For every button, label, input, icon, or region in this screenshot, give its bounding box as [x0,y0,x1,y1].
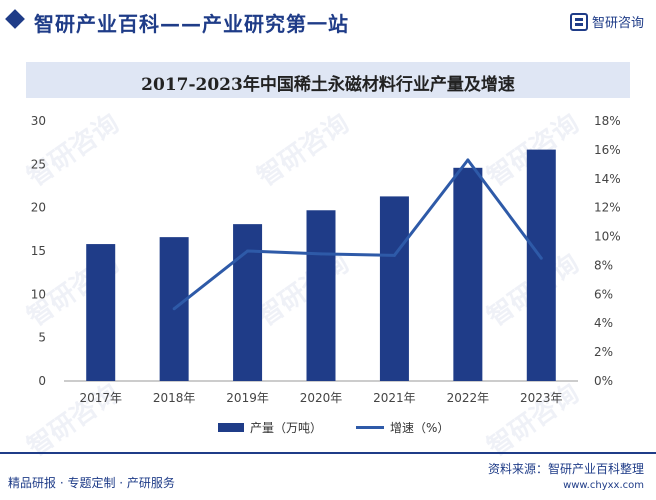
footer-source: 资料来源：智研产业百科整理 [487,462,644,476]
growth-point [392,253,396,257]
y-left-tick-label: 15 [31,244,46,258]
header-title: 智研产业百科——产业研究第一站 [34,12,349,36]
chart: 0 5 10 15 20 25 30 0% 2% 4% 6% 8% 10% 12% 14% 16% 18% 201… [31,114,621,405]
brand: 智研咨询 [569,12,644,31]
legend-item-line: 增速（%） [356,419,449,436]
x-tick-label: 2017年 [79,391,122,405]
y-right-tick-label: 16% [594,143,621,157]
bar [526,149,556,381]
y-right-tick-label: 12% [594,201,621,215]
legend-swatch-bar [218,423,244,432]
footer-services: 精品研报 · 专题定制 · 产研服务 [8,476,175,490]
y-right-tick-label: 10% [594,230,621,244]
y-left-tick-label: 30 [31,114,46,128]
x-tick-label: 2023年 [520,391,563,405]
growth-line [173,158,543,310]
brand-logo-icon [569,12,588,31]
x-tick-label: 2019年 [226,391,269,405]
x-tick-label: 2022年 [447,391,490,405]
footer-url: www.chyxx.com [563,480,644,491]
header: 智研产业百科——产业研究第一站 智研咨询 [0,0,656,44]
y-right-tick-label: 4% [594,316,613,330]
y-left-tick-label: 20 [31,201,46,215]
bar [379,196,409,381]
y-right-tick-label: 6% [594,287,613,301]
x-tick-label: 2020年 [300,391,343,405]
x-tick-label: 2018年 [153,391,196,405]
header-fade [380,8,530,34]
growth-point [319,252,323,256]
growth-point [246,249,250,253]
growth-point [172,307,176,311]
y-left-tick-label: 25 [31,157,46,171]
y-right-tick-label: 2% [594,345,613,359]
y-right-tick-label: 8% [594,258,613,272]
y-left-tick-label: 0 [38,374,46,388]
legend-label-bar: 产量（万吨） [250,421,323,435]
y-left-tick-label: 5 [38,331,46,345]
y-right-tick-label: 18% [594,114,621,128]
bar [86,244,116,381]
bar [306,210,336,381]
legend-item-bar: 产量（万吨） [218,419,322,436]
bar [453,167,483,381]
y-right-tick-label: 0% [594,374,613,388]
legend-swatch-line [356,426,385,429]
bar [233,224,263,381]
y-left-tick-label: 10 [31,287,46,301]
x-tick-label: 2021年 [373,391,416,405]
footer-divider [0,452,656,454]
growth-point [539,256,543,260]
growth-point [466,158,470,162]
brand-name: 智研咨询 [591,16,644,31]
legend: 产量（万吨） 增速（%） [218,419,483,436]
chart-title: 2017-2023年中国稀土永磁材料行业产量及增速 [141,75,515,95]
chart-title-band: 2017-2023年中国稀土永磁材料行业产量及增速 [26,62,630,98]
y-right-tick-label: 14% [594,172,621,186]
legend-label-line: 增速（%） [390,421,450,435]
